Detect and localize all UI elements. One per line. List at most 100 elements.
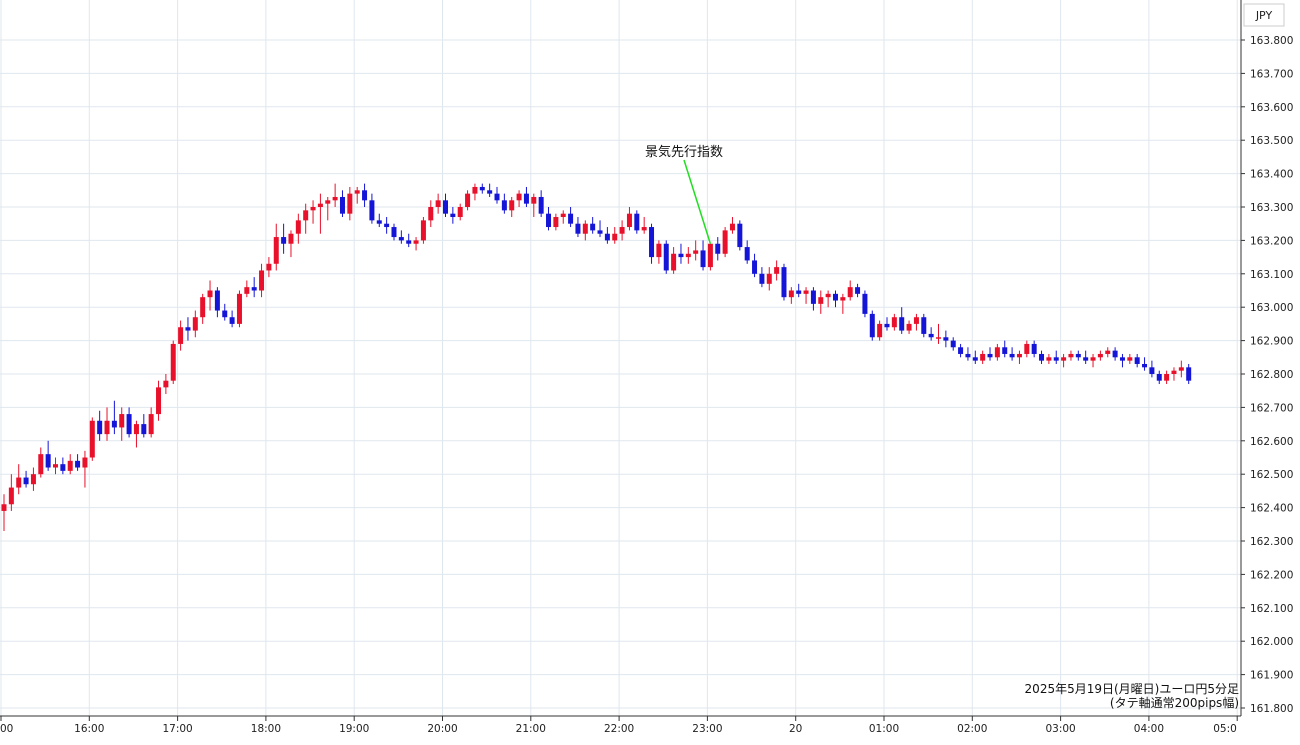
candle-body <box>413 240 419 244</box>
time-tick-label: 21:00 <box>516 723 546 735</box>
time-tick-label: 00 <box>0 723 13 735</box>
candle-body <box>1002 347 1008 354</box>
candle-body <box>428 207 434 221</box>
candle-body <box>825 293 831 298</box>
candle-body <box>656 243 662 258</box>
candle-body <box>126 414 132 435</box>
candle-body <box>1164 374 1170 381</box>
candle-body <box>663 243 669 271</box>
candle-body <box>339 196 345 214</box>
candle-body <box>354 190 360 194</box>
candle-body <box>1186 367 1192 381</box>
time-tick-label: 22:00 <box>604 723 634 735</box>
candle-body <box>641 227 647 231</box>
time-tick-label: 19:00 <box>339 723 369 735</box>
candle-body <box>906 323 912 331</box>
candle-body <box>303 210 309 221</box>
candle-body <box>53 464 59 468</box>
candle-body <box>1127 357 1133 361</box>
candle-body <box>1031 343 1037 354</box>
candle-body <box>994 347 1000 358</box>
price-tick-label: 163.500 <box>1250 135 1293 147</box>
candle-body <box>494 193 500 201</box>
price-tick-label: 163.800 <box>1250 35 1293 47</box>
candle-body <box>943 337 949 341</box>
candle-body <box>1119 357 1125 361</box>
candle-body <box>1090 357 1096 361</box>
candle-body <box>1 504 7 511</box>
candle-body <box>1083 357 1089 361</box>
candle-body <box>626 213 632 228</box>
candle-body <box>582 223 588 234</box>
candle-body <box>1016 353 1022 358</box>
candle-body <box>1105 350 1111 354</box>
candle-body <box>774 267 780 274</box>
candle-body <box>89 420 95 458</box>
candle-body <box>634 213 640 231</box>
price-tick-label: 162.000 <box>1250 636 1293 648</box>
candle-body <box>1068 353 1074 358</box>
candle-body <box>1061 357 1067 361</box>
candle-body <box>869 313 875 338</box>
candle-body <box>509 200 515 211</box>
time-tick-label: 02:00 <box>957 723 987 735</box>
candle-body <box>538 196 544 214</box>
price-tick-label: 163.200 <box>1250 235 1293 247</box>
price-tick-label: 162.700 <box>1250 402 1293 414</box>
price-axis-panel[interactable] <box>1241 0 1300 745</box>
candle-body <box>759 273 765 284</box>
price-axis-ticks: 163.800 163.700 163.600 163.500 163.400 163.3… <box>1241 35 1293 715</box>
candles-group <box>1 183 1192 531</box>
candle-body <box>818 297 824 304</box>
candle-body <box>347 193 353 214</box>
candle-body <box>722 230 728 254</box>
candle-body <box>1046 357 1052 361</box>
candle-body <box>840 297 846 301</box>
time-axis-ticks: 00 16:00 17:00 18:00 19:00 20:00 21:00 22:00 23:… <box>0 716 1238 735</box>
candle-body <box>273 237 279 264</box>
candle-body <box>244 287 250 294</box>
candle-body <box>97 420 103 435</box>
candle-body <box>23 477 29 485</box>
candle-body <box>855 287 861 294</box>
candle-body <box>457 207 463 218</box>
caption-line-1: 2025年5月19日(月曜日)ユーロ円5分足 <box>1025 682 1239 696</box>
candle-body <box>1178 367 1184 371</box>
price-tick-label: 162.400 <box>1250 503 1293 515</box>
annotation: 景気先行指数 <box>645 144 723 244</box>
candle-body <box>803 290 809 294</box>
candle-body <box>1134 357 1140 364</box>
candle-body <box>987 353 993 358</box>
candle-body <box>362 190 368 201</box>
candle-body <box>75 460 81 468</box>
candle-body <box>568 213 574 224</box>
candle-body <box>950 340 956 348</box>
candle-body <box>715 243 721 254</box>
candle-body <box>317 203 323 207</box>
time-tick-label: 01:00 <box>869 723 899 735</box>
candle-body <box>980 353 986 361</box>
candle-body <box>67 460 73 471</box>
candle-body <box>214 290 220 311</box>
candle-body <box>192 317 198 331</box>
time-tick-label: 18:00 <box>251 723 281 735</box>
candle-body <box>766 273 772 284</box>
candle-body <box>376 220 382 224</box>
price-tick-label: 162.600 <box>1250 436 1293 448</box>
candle-body <box>1075 353 1081 358</box>
candle-body <box>156 387 162 415</box>
candle-body <box>398 237 404 241</box>
price-tick-label: 162.300 <box>1250 536 1293 548</box>
candle-body <box>222 310 228 318</box>
currency-label: JPY <box>1255 9 1273 22</box>
candle-body <box>406 240 412 244</box>
candle-body <box>60 464 66 471</box>
candle-body <box>1171 370 1177 374</box>
candle-body <box>913 317 919 324</box>
candle-body <box>111 420 117 428</box>
candle-body <box>810 290 816 304</box>
candle-body <box>259 270 265 291</box>
candle-body <box>899 317 905 331</box>
candle-body <box>1009 353 1015 358</box>
candle-body <box>133 424 139 435</box>
